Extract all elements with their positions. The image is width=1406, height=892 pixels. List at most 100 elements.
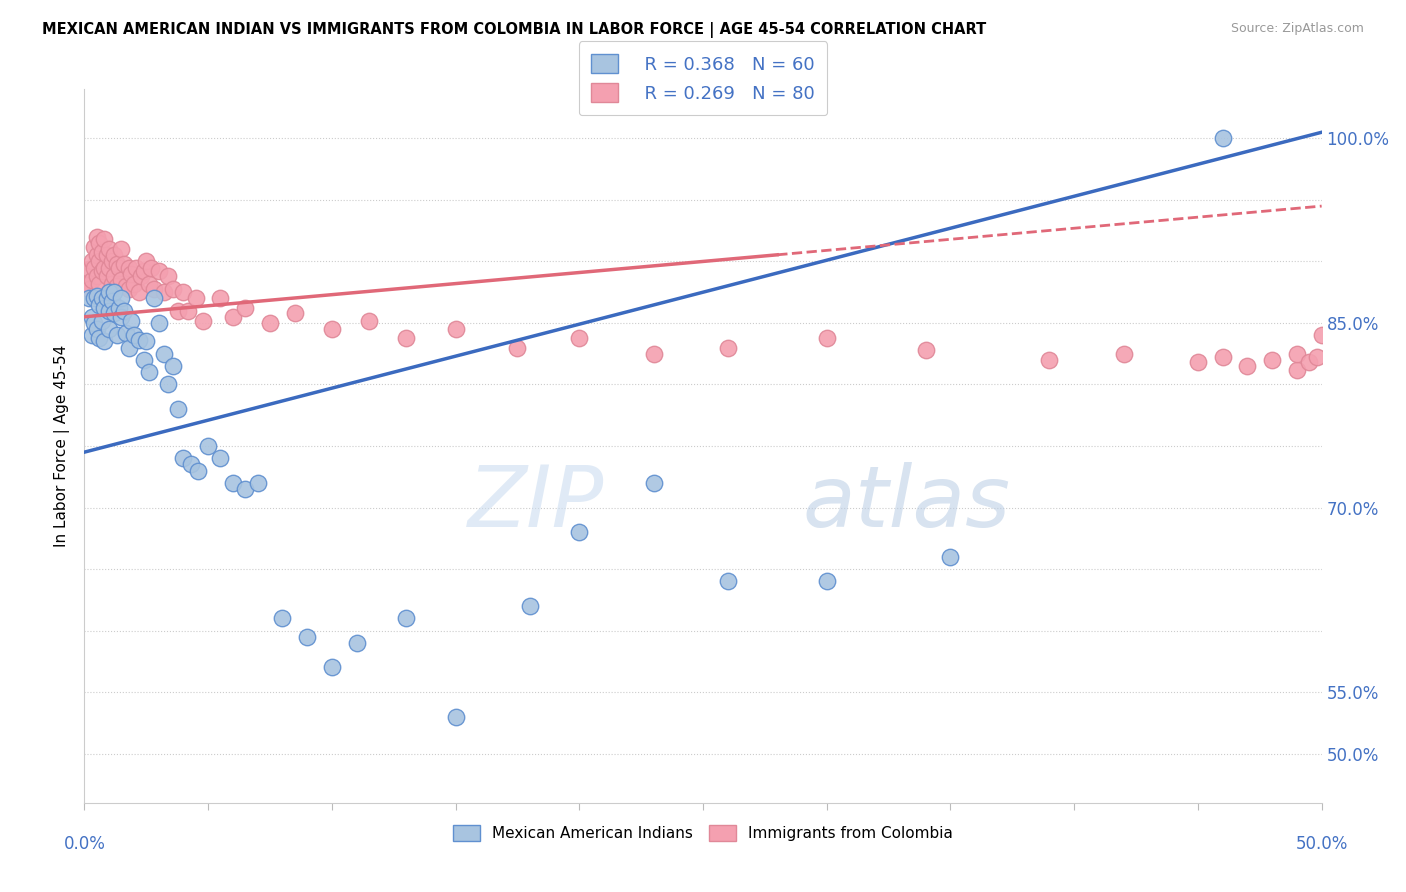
Point: [815, 331, 838, 345]
Point: [132, 264, 155, 278]
Point: [98, 260, 121, 275]
Point: [105, 328, 128, 343]
Point: [717, 341, 740, 355]
Point: [172, 285, 194, 300]
Text: Source: ZipAtlas.com: Source: ZipAtlas.com: [1230, 22, 1364, 36]
Point: [105, 257, 128, 271]
Point: [142, 291, 165, 305]
Point: [1298, 355, 1320, 369]
Point: [1310, 328, 1333, 343]
Point: [1112, 347, 1135, 361]
Point: [321, 660, 343, 674]
Point: [152, 347, 174, 361]
Point: [118, 341, 141, 355]
Point: [162, 359, 184, 373]
Text: ZIP: ZIP: [468, 461, 605, 545]
Point: [89, 277, 111, 291]
Point: [177, 303, 200, 318]
Point: [120, 267, 142, 281]
Point: [80, 328, 103, 343]
Point: [86, 322, 108, 336]
Point: [80, 254, 103, 268]
Point: [444, 709, 467, 723]
Point: [128, 333, 150, 347]
Point: [115, 326, 138, 340]
Point: [148, 264, 170, 278]
Point: [103, 306, 125, 320]
Point: [86, 248, 108, 262]
Point: [191, 313, 214, 327]
Point: [128, 285, 150, 300]
Point: [141, 260, 163, 275]
Point: [79, 261, 101, 276]
Point: [125, 260, 148, 275]
Point: [90, 313, 112, 327]
Point: [346, 636, 368, 650]
Text: 50.0%: 50.0%: [1295, 835, 1348, 853]
Point: [157, 269, 180, 284]
Point: [80, 310, 103, 324]
Point: [167, 402, 190, 417]
Point: [295, 630, 318, 644]
Point: [939, 549, 962, 564]
Point: [187, 464, 209, 478]
Point: [129, 269, 152, 284]
Point: [100, 293, 122, 308]
Point: [233, 301, 256, 316]
Point: [89, 331, 111, 345]
Point: [321, 322, 343, 336]
Point: [96, 248, 118, 262]
Point: [142, 281, 165, 295]
Point: [89, 254, 111, 268]
Point: [93, 232, 115, 246]
Point: [152, 285, 174, 300]
Point: [222, 310, 245, 324]
Point: [271, 611, 294, 625]
Point: [110, 291, 132, 305]
Point: [103, 269, 125, 284]
Point: [118, 260, 141, 275]
Point: [93, 334, 115, 349]
Point: [1212, 351, 1234, 365]
Point: [108, 260, 131, 275]
Point: [1038, 352, 1060, 367]
Point: [122, 328, 145, 343]
Point: [138, 277, 160, 291]
Text: 0.0%: 0.0%: [63, 835, 105, 853]
Point: [1236, 359, 1258, 373]
Point: [357, 313, 380, 327]
Point: [167, 303, 190, 318]
Point: [112, 303, 135, 318]
Point: [89, 235, 111, 250]
Point: [568, 331, 591, 345]
Text: atlas: atlas: [801, 461, 1010, 545]
Point: [209, 451, 232, 466]
Point: [444, 322, 467, 336]
Point: [122, 277, 145, 291]
Point: [103, 285, 125, 300]
Point: [1212, 131, 1234, 145]
Text: MEXICAN AMERICAN INDIAN VS IMMIGRANTS FROM COLOMBIA IN LABOR FORCE | AGE 45-54 C: MEXICAN AMERICAN INDIAN VS IMMIGRANTS FR…: [42, 22, 987, 38]
Point: [120, 313, 142, 327]
Point: [643, 475, 665, 490]
Point: [233, 482, 256, 496]
Point: [259, 316, 281, 330]
Point: [83, 291, 105, 305]
Point: [138, 365, 160, 379]
Point: [717, 574, 740, 589]
Point: [157, 377, 180, 392]
Point: [815, 574, 838, 589]
Point: [197, 439, 219, 453]
Point: [96, 291, 118, 305]
Point: [108, 301, 131, 316]
Point: [246, 475, 269, 490]
Point: [914, 343, 936, 357]
Point: [90, 291, 112, 305]
Point: [209, 291, 232, 305]
Point: [118, 281, 141, 295]
Point: [100, 254, 122, 268]
Point: [1285, 347, 1308, 361]
Y-axis label: In Labor Force | Age 45-54: In Labor Force | Age 45-54: [55, 345, 70, 547]
Point: [110, 273, 132, 287]
Point: [110, 310, 132, 324]
